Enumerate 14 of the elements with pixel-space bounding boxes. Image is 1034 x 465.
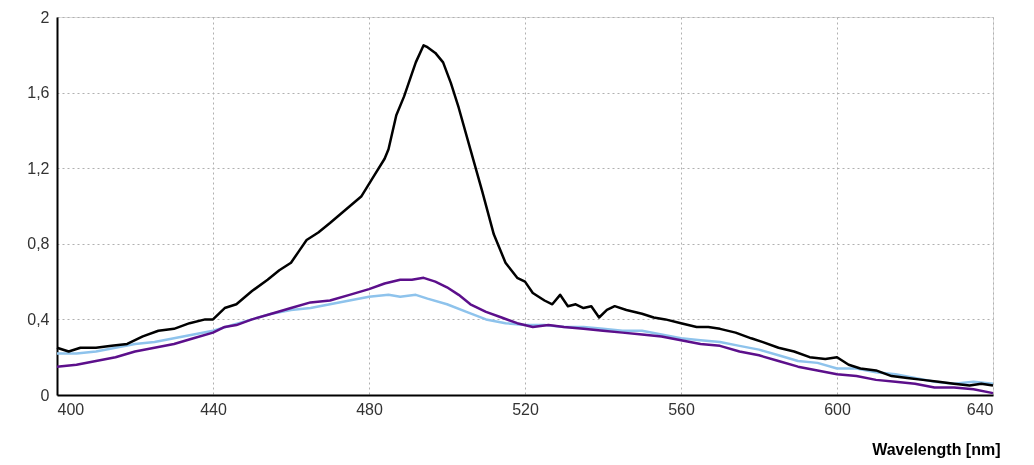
y-tick-label: 0	[40, 386, 50, 404]
x-tick-label: 400	[57, 400, 85, 418]
x-tick-label: 520	[512, 400, 539, 418]
x-tick-label: 440	[200, 400, 227, 418]
y-tick-label: 1,6	[27, 84, 50, 102]
y-tick-label: 0,4	[27, 310, 50, 328]
x-tick-label: 480	[356, 400, 383, 418]
y-tick-label: 1,2	[27, 159, 50, 177]
x-tick-label: 560	[668, 400, 695, 418]
x-tick-label: 640	[966, 400, 994, 418]
x-tick-label: 600	[824, 400, 851, 418]
y-tick-label: 2	[40, 8, 50, 26]
y-tick-label: 0,8	[27, 235, 50, 253]
x-axis-title: Wavelength [nm]	[872, 440, 1001, 458]
